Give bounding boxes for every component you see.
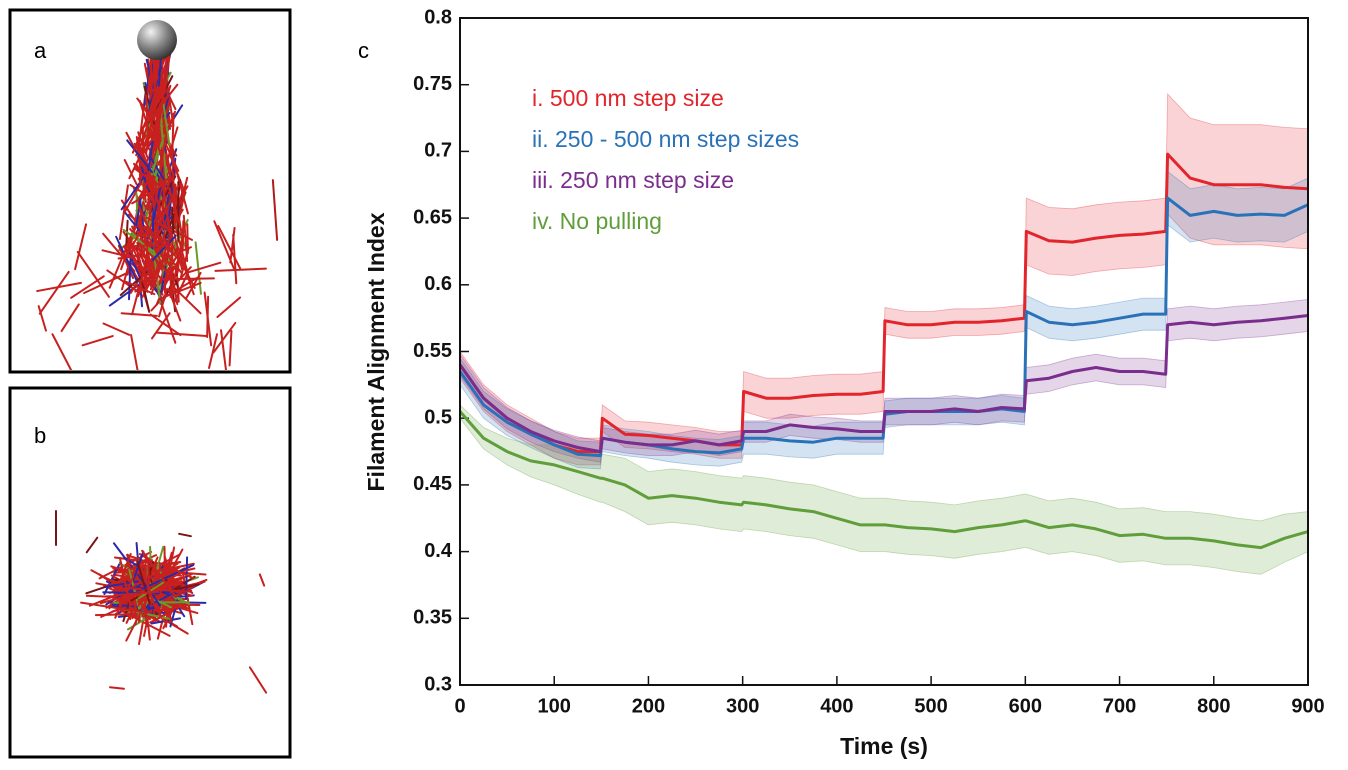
filament [217,298,240,317]
panel-label: b [34,423,46,448]
filament [84,273,127,293]
filament [260,574,264,585]
x-tick-label: 100 [538,695,571,717]
filament [62,304,79,331]
x-tick-label: 200 [632,695,665,717]
filament [230,331,232,365]
y-tick-label: 0.45 [413,473,452,495]
filament [131,335,138,371]
y-tick-label: 0.7 [424,140,452,162]
filament [218,226,240,268]
x-tick-label: 900 [1291,695,1324,717]
y-tick-label: 0.55 [413,340,452,362]
y-tick-label: 0.5 [424,406,452,428]
legend-entry: iii. 250 nm step size [532,167,734,193]
y-tick-label: 0.8 [424,6,452,28]
filament [40,272,69,314]
x-tick-label: 600 [1009,695,1042,717]
panel-a-filaments [37,40,277,372]
panel-b-filaments [56,511,266,693]
filament [186,557,187,598]
filament [157,333,207,336]
y-tick-label: 0.6 [424,273,452,295]
y-tick-label: 0.75 [413,73,452,95]
x-tick-label: 300 [726,695,759,717]
filament [250,667,266,692]
filament [83,336,113,345]
y-axis-title: Filament Alignment Index [363,212,389,491]
legend-entry: i. 500 nm step size [532,85,724,111]
filament [162,278,214,279]
x-tick-label: 500 [914,695,947,717]
filament [172,207,173,233]
y-tick-label: 0.3 [424,673,452,695]
filament [273,180,277,240]
y-tick-label: 0.4 [424,540,453,562]
filament [183,221,184,249]
x-tick-label: 700 [1103,695,1136,717]
filament [104,324,130,335]
legend-entry: iv. No pulling [532,208,662,234]
panel-label: a [34,38,47,63]
filament [179,534,191,536]
y-tick-label: 0.35 [413,607,452,629]
x-axis-title: Time (s) [840,733,928,759]
filament [110,687,124,688]
filament [141,210,142,256]
filament [87,538,98,553]
bead [137,20,177,60]
x-tick-label: 400 [820,695,853,717]
x-tick-label: 800 [1197,695,1230,717]
x-tick-label: 0 [454,695,465,717]
legend-entry: ii. 250 - 500 nm step sizes [532,126,799,152]
y-tick-label: 0.65 [413,206,452,228]
panel-label: c [358,38,369,63]
filament [52,334,71,371]
